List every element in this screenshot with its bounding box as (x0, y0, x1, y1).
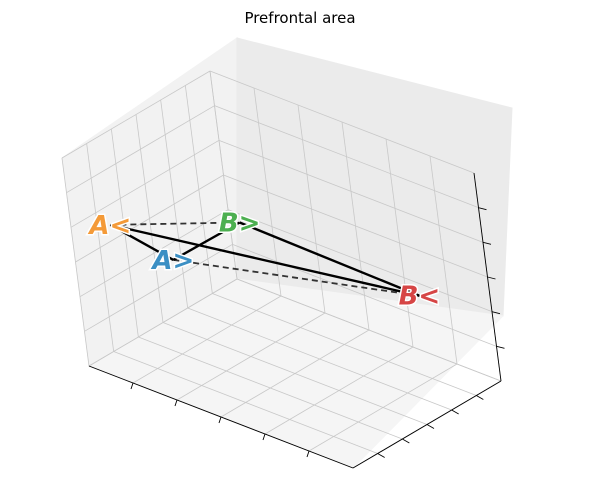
edge-A_lt-B_lt (110, 223, 420, 297)
grid-line (66, 105, 215, 194)
grid-line (308, 363, 458, 452)
x-tick (218, 416, 222, 424)
edges-layer (109, 221, 420, 297)
x-tick (174, 399, 178, 407)
edge-A_gt-B_lt (173, 259, 420, 297)
grid-lines (61, 70, 502, 469)
z-tick (487, 276, 496, 280)
grid-line (209, 70, 475, 174)
y-tick (402, 438, 410, 444)
point-label-A_lt: A< (87, 211, 131, 241)
point-label-B_gt: B> (219, 209, 261, 239)
y-tick (426, 424, 435, 429)
chart-title: Prefrontal area (244, 9, 355, 27)
y-tick (451, 409, 459, 415)
grid-line (236, 278, 502, 382)
x-tick (130, 382, 134, 390)
x-tick (306, 450, 310, 458)
points-layer: A> A< B> B< (86, 207, 442, 313)
y-tick (377, 453, 385, 458)
edge-A_lt-B_gt (110, 221, 240, 226)
z-tick (491, 311, 501, 315)
z-tick (482, 241, 492, 245)
edge-B_gt-B_lt (239, 221, 420, 297)
z-tick (496, 345, 505, 349)
axis-ticks (130, 207, 505, 458)
grid-line (61, 70, 211, 159)
z-tick (478, 207, 487, 211)
point-label-B_lt: B< (399, 282, 441, 312)
edge-A_lt-A_gt (109, 223, 174, 261)
point-label-A_gt: A> (150, 246, 194, 276)
y-tick (476, 395, 484, 400)
grid-line (214, 105, 479, 209)
x-tick (262, 433, 266, 441)
grid-line (209, 70, 238, 280)
edge-A_gt-B_gt (172, 221, 241, 261)
